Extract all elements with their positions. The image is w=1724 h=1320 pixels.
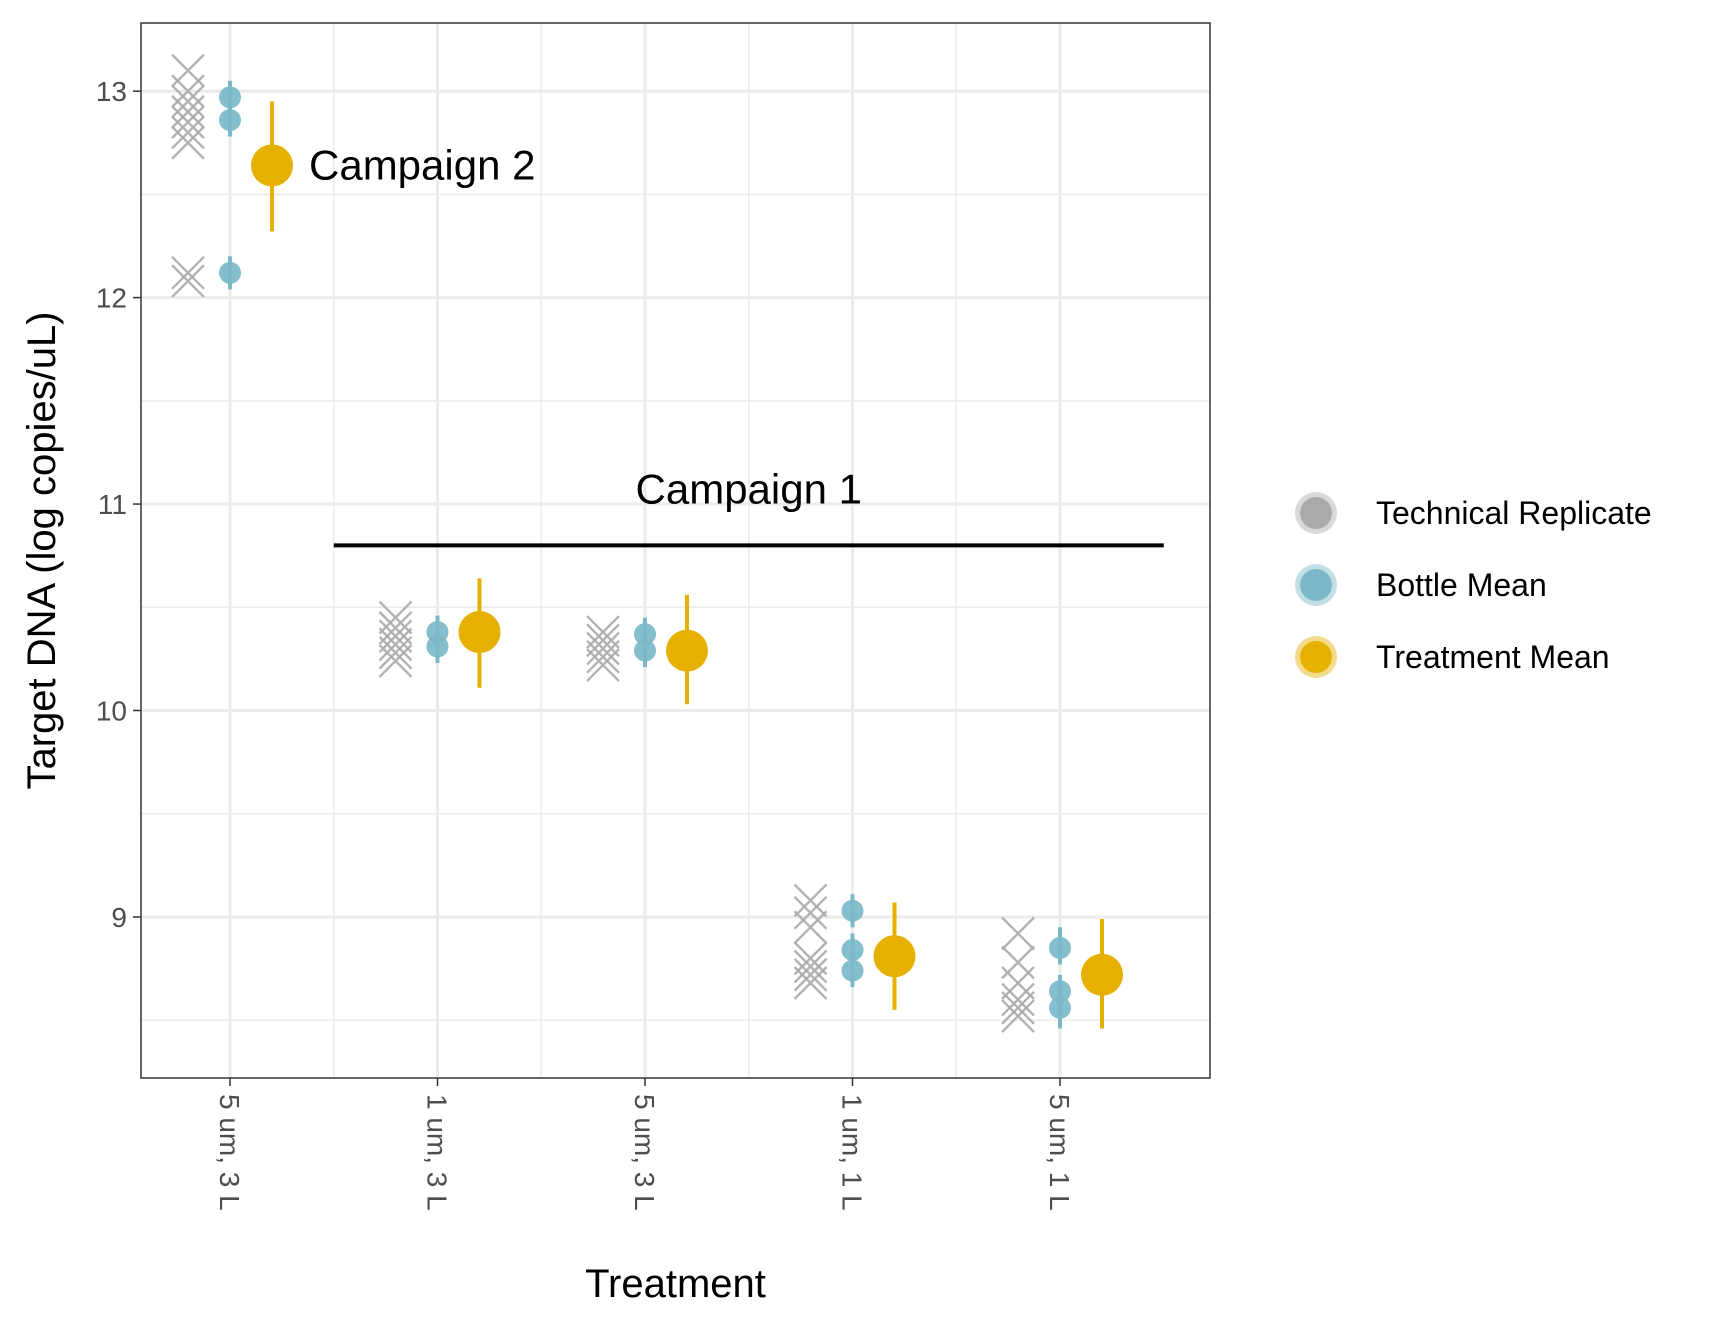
x-tick-label: 1 um, 3 L — [422, 1094, 453, 1211]
y-tick-label: 13 — [96, 76, 127, 107]
campaign-label: Campaign 2 — [309, 141, 535, 188]
grid-lines — [141, 23, 1210, 1078]
technical-replicate-point — [171, 125, 205, 160]
axes: 9 10 11 12 13 5 um, 3 L 1 um, 3 L 5 um, 3 L 1 um… — [96, 76, 1075, 1211]
technical-replicate-point — [1001, 982, 1035, 1017]
technical-replicate-point — [378, 644, 413, 678]
technical-replicate-point — [1001, 966, 1035, 1000]
bottle-mean-point — [634, 639, 656, 662]
bottle-mean-point — [219, 261, 241, 284]
technical-replicate-point — [1001, 916, 1035, 951]
technical-replicate-point — [586, 615, 620, 649]
legend-key-swatch — [1300, 569, 1332, 601]
technical-replicate-point — [171, 115, 205, 150]
campaign-label: Campaign 1 — [636, 465, 862, 512]
bottle-mean-point — [426, 635, 449, 658]
bottle-mean-point — [841, 899, 864, 922]
treatment-mean-point — [251, 144, 293, 187]
legend-item: Technical Replicate — [1295, 492, 1652, 534]
legend-key-swatch — [1300, 641, 1332, 673]
bottle-mean-point — [1049, 936, 1071, 959]
annotations: Campaign 2 Campaign 1 — [309, 141, 1164, 548]
bottle-mean-point — [219, 109, 241, 132]
technical-replicate-point — [378, 635, 413, 670]
legend-label: Bottle Mean — [1376, 567, 1547, 603]
technical-replicate-point — [586, 623, 620, 658]
treatment-mean-point — [666, 629, 708, 672]
technical-replicate-point — [378, 600, 413, 635]
bottle-mean-point — [841, 959, 864, 982]
legend-item: Treatment Mean — [1295, 636, 1610, 678]
bottle-mean-point — [219, 86, 241, 109]
treatment-mean-point — [1081, 953, 1123, 996]
technical-replicate-point — [793, 941, 828, 976]
legend-item: Bottle Mean — [1295, 564, 1547, 606]
category-group — [586, 594, 708, 705]
x-tick-label: 1 um, 1 L — [837, 1094, 868, 1211]
technical-replicate-point — [171, 255, 205, 290]
technical-replicate-point — [793, 883, 828, 918]
category-group — [171, 53, 293, 298]
legend-label: Treatment Mean — [1376, 639, 1610, 675]
category-group — [1001, 916, 1123, 1033]
y-tick-label: 12 — [96, 283, 127, 314]
technical-replicate-point — [378, 627, 413, 662]
technical-replicate-point — [793, 966, 828, 1000]
y-tick-label: 9 — [111, 902, 127, 933]
y-axis-title: Target DNA (log copies/uL) — [20, 311, 64, 789]
x-axis-title: Treatment — [585, 1262, 766, 1306]
plot-panel — [141, 23, 1210, 1078]
technical-replicate-point — [793, 895, 828, 930]
technical-replicate-point — [793, 949, 828, 984]
x-tick-label: 5 um, 1 L — [1044, 1094, 1075, 1211]
treatment-mean-point — [873, 935, 916, 978]
technical-replicate-point — [793, 910, 828, 945]
technical-replicate-point — [793, 957, 828, 992]
treatment-mean-point — [458, 611, 501, 654]
y-tick-label: 11 — [98, 489, 127, 520]
legend-key-swatch — [1300, 497, 1332, 529]
technical-replicate-point — [586, 639, 620, 674]
x-tick-label: 5 um, 3 L — [214, 1094, 245, 1211]
legend-label: Technical Replicate — [1376, 495, 1652, 531]
bottle-mean-point — [1049, 996, 1071, 1019]
technical-replicate-point — [1001, 990, 1035, 1025]
data-marks — [171, 53, 1123, 1033]
plot-panel-border — [140, 22, 1211, 1079]
x-tick-label: 5 um, 3 L — [629, 1094, 660, 1211]
technical-replicate-point — [378, 611, 413, 645]
category-group — [793, 883, 916, 1010]
technical-replicate-point — [378, 619, 413, 654]
bottle-mean-point — [841, 938, 864, 961]
technical-replicate-point — [1001, 999, 1035, 1033]
category-group — [378, 578, 501, 688]
technical-replicate-point — [586, 631, 620, 666]
technical-replicate-point — [171, 264, 205, 298]
y-tick-label: 10 — [96, 696, 127, 727]
legend: Technical Replicate Bottle Mean Treatment … — [1295, 492, 1652, 678]
technical-replicate-point — [586, 648, 620, 682]
